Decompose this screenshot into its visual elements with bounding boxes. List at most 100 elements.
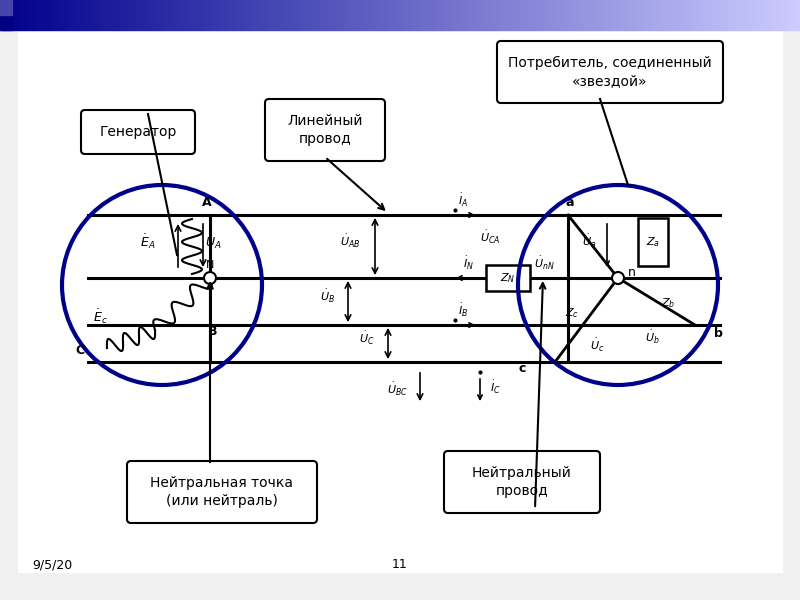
Bar [63,0,64,30]
Bar [473,0,474,30]
Bar [708,0,709,30]
Bar [793,0,794,30]
Bar [408,0,409,30]
Bar [555,0,556,30]
Bar [292,0,293,30]
Bar [607,0,608,30]
Bar [105,0,106,30]
Bar [416,0,417,30]
Bar [563,0,564,30]
Bar [692,0,693,30]
Bar [57,0,58,30]
Bar [365,0,366,30]
Bar [743,0,744,30]
Bar [723,0,724,30]
Bar [442,0,443,30]
Bar [666,0,667,30]
Bar [573,0,574,30]
Bar [150,0,151,30]
Bar [109,0,110,30]
Bar [296,0,297,30]
Bar [289,0,290,30]
Bar [391,0,392,30]
Bar [519,0,520,30]
Bar [421,0,422,30]
Bar [694,0,695,30]
Bar [248,0,249,30]
Bar [96,0,97,30]
Bar [478,0,479,30]
Bar [720,0,721,30]
Bar [742,0,743,30]
Bar [338,0,339,30]
Bar [634,0,635,30]
Bar [319,0,320,30]
Bar [413,0,414,30]
Bar [281,0,282,30]
Bar [435,0,436,30]
Bar [134,0,135,30]
Bar [135,0,136,30]
Bar [82,0,83,30]
Bar [668,0,669,30]
Bar [770,0,771,30]
Bar [454,0,455,30]
Bar [552,0,553,30]
Bar [31,0,32,30]
Bar [703,0,704,30]
Bar [275,0,276,30]
Bar [629,0,630,30]
Bar [451,0,452,30]
Bar [286,0,287,30]
Bar [466,0,467,30]
Bar [775,0,776,30]
Bar [180,0,181,30]
Bar [47,0,48,30]
Bar [585,0,586,30]
Bar [773,0,774,30]
Bar [45,0,46,30]
Bar [204,0,205,30]
Bar [591,0,592,30]
Text: A: A [202,196,212,209]
Bar [649,0,650,30]
Bar [129,0,130,30]
Bar [726,0,727,30]
Bar [239,0,240,30]
Bar [710,0,711,30]
Bar [602,0,603,30]
Bar [194,0,195,30]
Bar [509,0,510,30]
Bar [707,0,708,30]
Bar [727,0,728,30]
Bar [463,0,464,30]
Bar [616,0,617,30]
Text: $Z_N$: $Z_N$ [500,271,516,285]
Bar [118,0,119,30]
Bar [189,0,190,30]
Bar [791,0,792,30]
Bar [364,0,365,30]
Text: $Z_c$: $Z_c$ [565,306,579,320]
Bar [100,0,101,30]
Bar [545,0,546,30]
Bar [731,0,732,30]
Bar [574,0,575,30]
Bar [580,0,581,30]
Bar [224,0,225,30]
Bar [661,0,662,30]
Bar [611,0,612,30]
Bar [542,0,543,30]
Bar [91,0,92,30]
FancyBboxPatch shape [127,461,317,523]
Bar [280,0,281,30]
Bar [680,0,681,30]
Bar [234,0,235,30]
Bar [411,0,412,30]
Bar [310,0,311,30]
Bar [429,0,430,30]
Bar [317,0,318,30]
Bar [798,0,799,30]
Bar [795,0,796,30]
Bar [635,0,636,30]
